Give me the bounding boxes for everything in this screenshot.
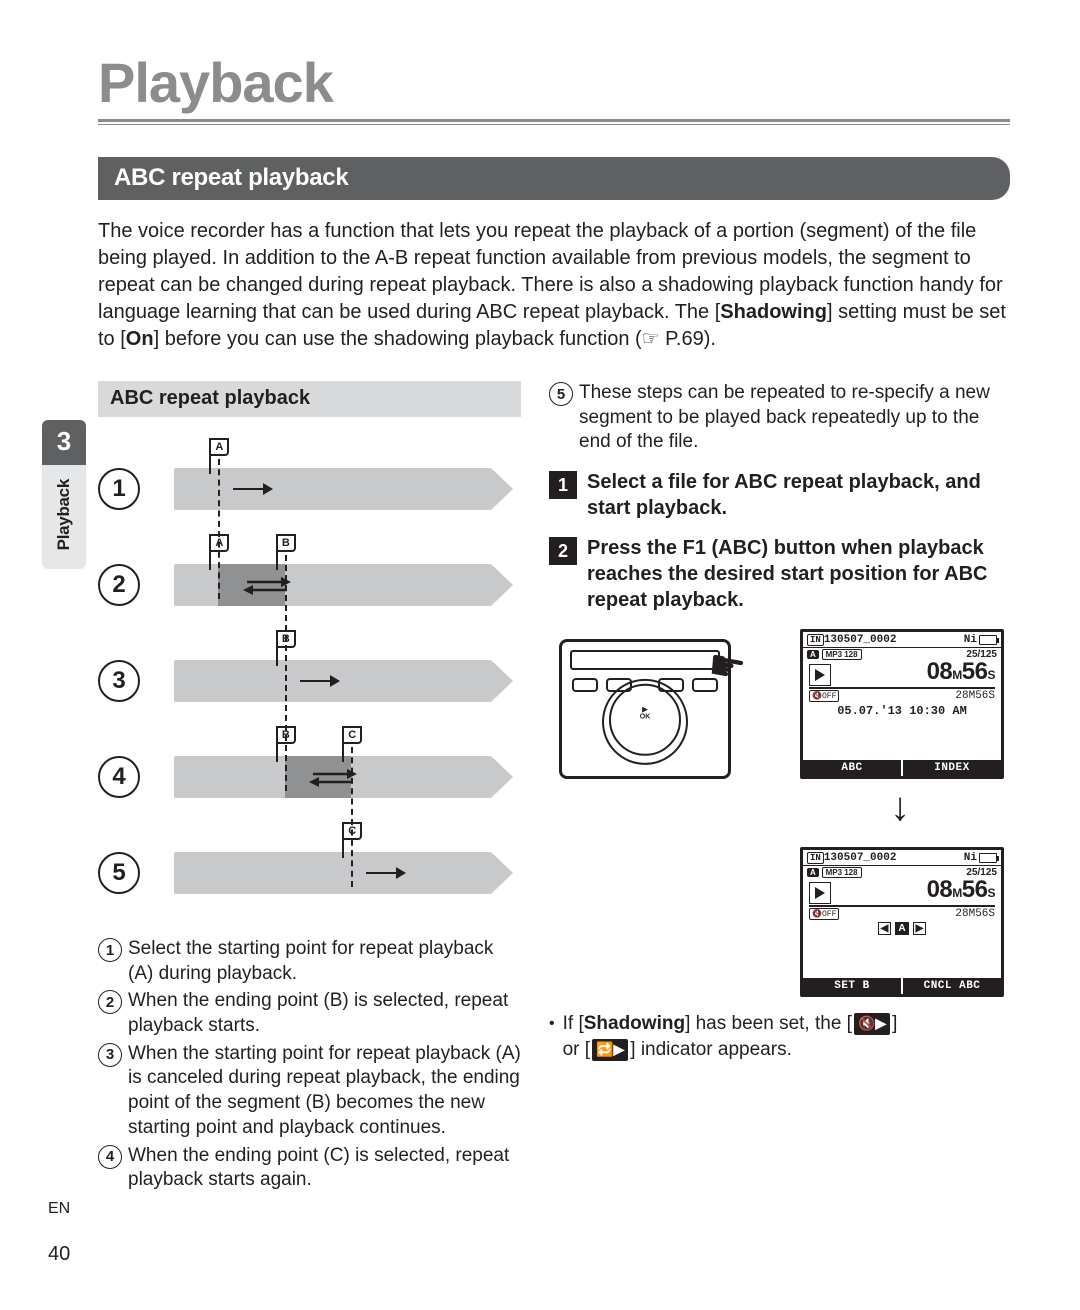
device-illustration: ▶OK ☚ [559, 639, 731, 779]
step-number: 1 [549, 471, 577, 499]
footer-page-number: 40 [48, 1243, 70, 1266]
screen-elapsed: 08M56S [835, 658, 995, 686]
circled-number: 5 [549, 382, 573, 406]
circled-number: 2 [98, 990, 122, 1014]
circled-number: 3 [98, 660, 140, 702]
step-item: 1 Select a file for ABC repeat playback, … [549, 469, 1010, 521]
chapter-label: Playback [42, 465, 86, 569]
lcd-screen-1: IN130507_0002NiA MP3 12825/12508M56S🔇OFF… [800, 629, 1004, 779]
circled-number: 4 [98, 756, 140, 798]
device-ok-label: ▶OK [640, 705, 651, 720]
title-rule [98, 119, 1010, 125]
diagram-row: 5C [98, 845, 521, 901]
intro-bold-shadowing: Shadowing [720, 301, 827, 323]
circled-number: 3 [98, 1043, 122, 1067]
lcd-screen-2: IN130507_0002NiA MP3 12825/12508M56S🔇OFF… [800, 847, 1004, 997]
legend-text: When the starting point for repeat playb… [128, 1042, 521, 1141]
screen-softkey-right: INDEX [903, 760, 1001, 776]
abc-repeat-diagram: 1A 2AB 3B 4BC 5C [98, 431, 521, 941]
circled-number: 4 [98, 1145, 122, 1169]
arrow-down-icon: ↓ [890, 787, 910, 827]
legend-item: 2When the ending point (B) is selected, … [98, 989, 521, 1038]
dashed-connector [285, 555, 287, 791]
arrow-right-icon [300, 675, 340, 687]
legend-item: 1Select the starting point for repeat pl… [98, 937, 521, 986]
play-icon [809, 882, 831, 904]
step-number: 2 [549, 537, 577, 565]
sub-heading: ABC repeat playback [98, 381, 521, 417]
circled-number: 2 [98, 564, 140, 606]
battery-icon [979, 853, 997, 863]
legend-text: When the ending point (C) is selected, r… [128, 1144, 521, 1193]
chapter-number: 3 [42, 420, 86, 465]
intro-text: ] before you can use the shadowing playb… [154, 328, 716, 350]
screen-filename: 130507_0002 [824, 634, 897, 646]
chapter-label-text: Playback [54, 479, 74, 550]
shadowing-note: • If [Shadowing] has been set, the [🔇▶] … [549, 1011, 1010, 1062]
hand-icon: ☚ [705, 643, 749, 691]
screen-total: 28M56S [955, 908, 995, 920]
speaker-off-icon: 🔇OFF [809, 908, 839, 920]
arrow-right-icon [366, 867, 406, 879]
play-icon [809, 664, 831, 686]
screen-softkey-right: CNCL ABC [903, 978, 1001, 994]
indicator-icon: 🔁▶ [592, 1039, 628, 1061]
step-text: Press the F1 (ABC) button when playback … [587, 535, 1010, 613]
legend-text: Select the starting point for repeat pla… [128, 937, 521, 986]
page-title: Playback [98, 50, 1010, 115]
bullet-text: If [Shadowing] has been set, the [🔇▶] or… [563, 1011, 898, 1062]
bullet-icon: • [549, 1015, 555, 1062]
screen-filename: 130507_0002 [824, 852, 897, 864]
intro-bold-on: On [126, 328, 154, 350]
legend-item: 4When the ending point (C) is selected, … [98, 1144, 521, 1193]
screen-elapsed: 08M56S [835, 876, 995, 904]
figure-group: ▶OK ☚ IN130507_0002NiA MP3 12825/12508M5… [549, 629, 1010, 999]
chapter-tab: 3 Playback [42, 420, 86, 569]
screen-softkey-left: SET B [803, 978, 903, 994]
step-item: 2 Press the F1 (ABC) button when playback… [549, 535, 1010, 613]
screen-datetime: 05.07.'13 10:30 AM [803, 704, 1001, 718]
dashed-connector [218, 459, 220, 599]
dashed-connector [351, 747, 353, 887]
note-5: 5 These steps can be repeated to re-spec… [549, 381, 1010, 455]
circled-number: 1 [98, 468, 140, 510]
step-text: Select a file for ABC repeat playback, a… [587, 469, 1010, 521]
diagram-row: 2AB [98, 557, 521, 613]
indicator-icon: 🔇▶ [854, 1013, 890, 1035]
note-text: These steps can be repeated to re-specif… [579, 381, 1010, 455]
screen-total: 28M56S [955, 690, 995, 702]
footer-language: EN [48, 1200, 70, 1218]
speaker-off-icon: 🔇OFF [809, 690, 839, 702]
legend-text: When the ending point (B) is selected, r… [128, 989, 521, 1038]
intro-paragraph: The voice recorder has a function that l… [98, 218, 1010, 353]
circled-number: 5 [98, 852, 140, 894]
abc-markers: ◀A▶ [803, 922, 1001, 935]
legend-item: 3When the starting point for repeat play… [98, 1042, 521, 1141]
diagram-legend: 1Select the starting point for repeat pl… [98, 937, 521, 1193]
arrow-right-icon [233, 483, 273, 495]
circled-number: 1 [98, 938, 122, 962]
screen-softkey-left: ABC [803, 760, 903, 776]
battery-icon [979, 635, 997, 645]
diagram-row: 3B [98, 653, 521, 709]
diagram-row: 4BC [98, 749, 521, 805]
section-heading: ABC repeat playback [98, 157, 1010, 200]
diagram-row: 1A [98, 461, 521, 517]
